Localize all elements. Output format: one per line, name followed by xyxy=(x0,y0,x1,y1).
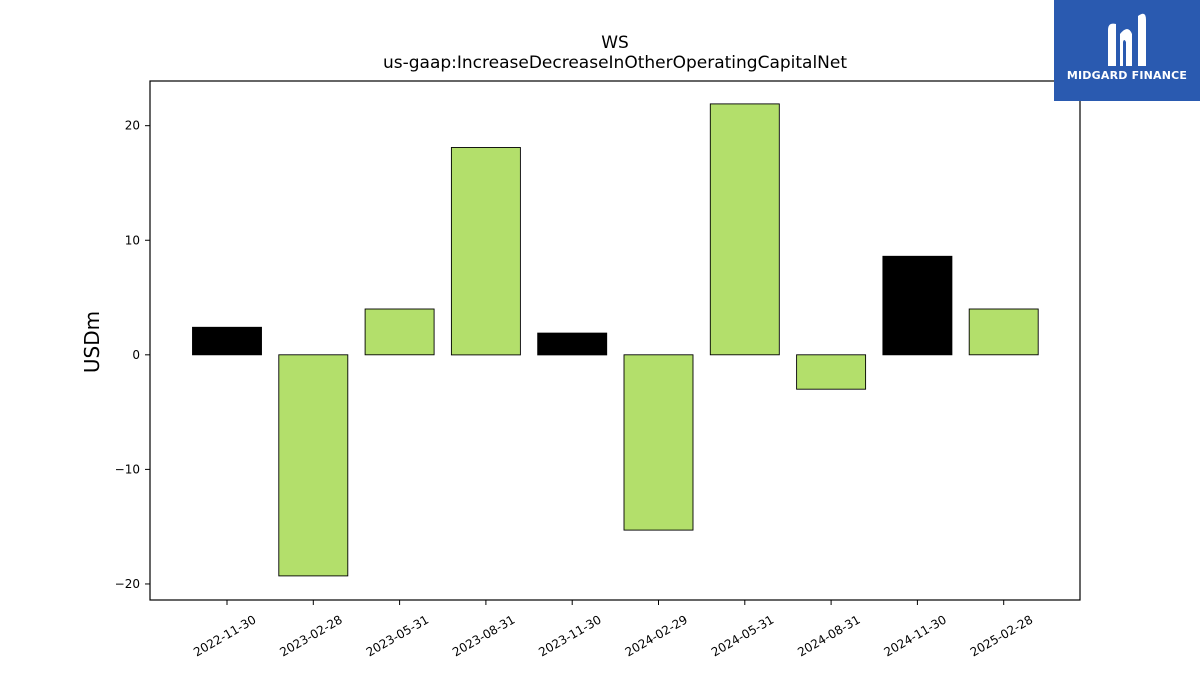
x-tick-label: 2024-11-30 xyxy=(881,612,948,659)
y-tick-label: 0 xyxy=(132,348,140,362)
midgard-logo-icon xyxy=(1108,13,1146,67)
x-tick-label: 2024-05-31 xyxy=(709,612,776,659)
y-tick-label: −20 xyxy=(115,577,140,591)
x-tick-label: 2025-02-28 xyxy=(968,612,1035,659)
plot-frame xyxy=(149,80,1081,601)
bar-2024-05-31 xyxy=(709,103,780,356)
bar-2024-08-31 xyxy=(796,354,867,390)
bar-2024-02-29 xyxy=(623,354,694,531)
x-tick-label: 2023-02-28 xyxy=(277,612,344,659)
y-tick-label: −10 xyxy=(115,462,140,476)
y-axis-ticks: −20 −10 0 10 20 xyxy=(115,119,150,591)
bar-2023-05-31 xyxy=(364,308,435,356)
bar-2023-11-30 xyxy=(537,332,608,356)
x-tick-label: 2022-11-30 xyxy=(191,612,258,659)
y-tick-label: 20 xyxy=(125,119,140,133)
bars-group xyxy=(192,103,1039,577)
y-tick-label: 10 xyxy=(125,233,140,247)
brand-name: MIDGARD FINANCE xyxy=(1066,69,1188,82)
x-tick-label: 2024-02-29 xyxy=(623,612,690,659)
chart-subtitle: us-gaap:IncreaseDecreaseInOtherOperating… xyxy=(383,53,847,73)
bar-2023-08-31 xyxy=(450,147,521,356)
bar-2024-11-30 xyxy=(882,255,953,356)
chart-title: WS xyxy=(601,33,629,53)
bar-2022-11-30 xyxy=(192,326,262,356)
x-tick-label: 2023-08-31 xyxy=(450,612,517,659)
x-tick-label: 2024-08-31 xyxy=(795,612,862,659)
bar-2023-02-28 xyxy=(278,354,349,577)
x-tick-label: 2023-05-31 xyxy=(364,612,431,659)
x-tick-label: 2023-11-30 xyxy=(536,612,603,659)
brand-logo: MIDGARD FINANCE xyxy=(1054,0,1200,101)
y-axis-label: USDm xyxy=(80,311,104,373)
x-axis-ticks: 2022-11-30 2023-02-28 2023-05-31 2023-08-31… xyxy=(191,600,1035,659)
bar-2025-02-28 xyxy=(968,308,1039,356)
